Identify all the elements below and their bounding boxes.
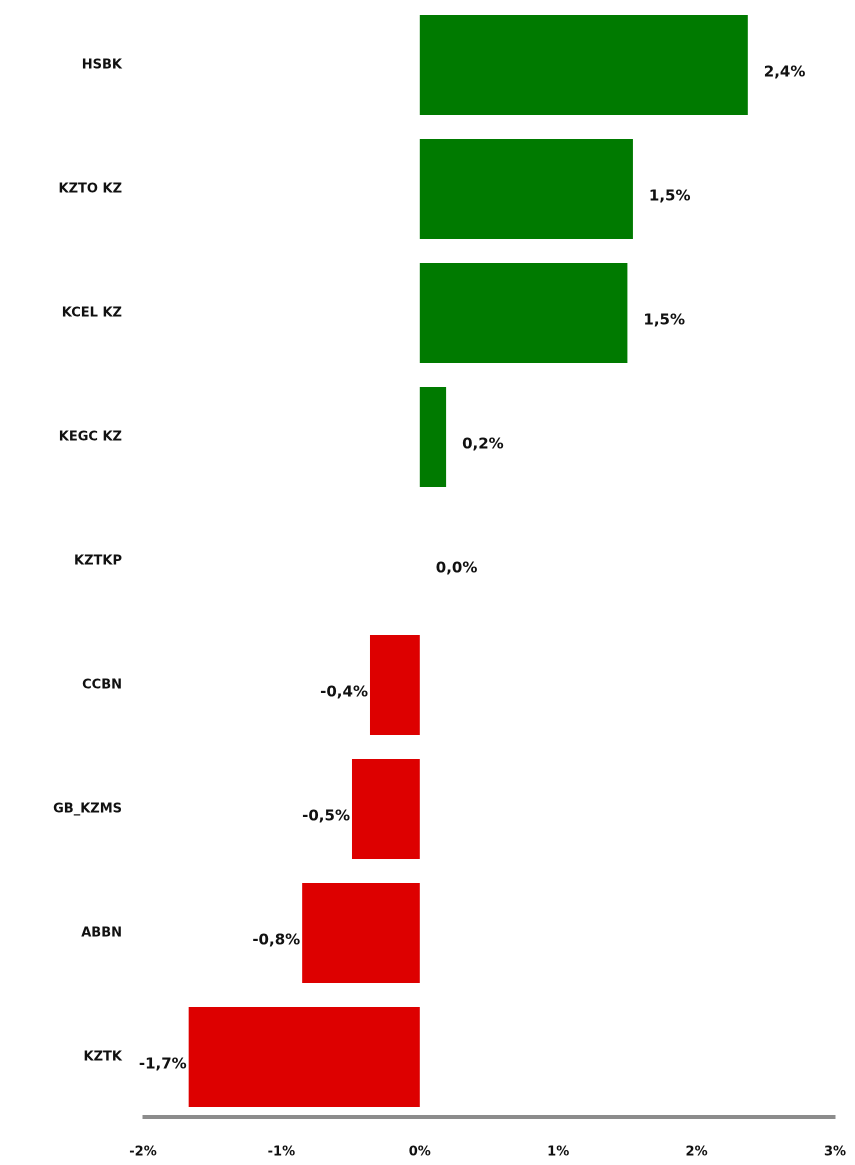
category-label: KZTO KZ — [59, 182, 122, 197]
x-tick-label: 1% — [547, 1145, 569, 1160]
x-tick-label: 3% — [824, 1145, 846, 1160]
bar — [419, 139, 633, 239]
value-label: 2,4% — [764, 63, 806, 81]
bar — [419, 15, 748, 115]
value-label: -0,8% — [252, 931, 300, 949]
value-label: -0,4% — [320, 683, 368, 701]
category-label: KZTKP — [74, 554, 122, 569]
bar — [188, 1007, 420, 1107]
x-tick-label: -2% — [129, 1145, 156, 1160]
category-label: KCEL KZ — [62, 306, 122, 321]
bar — [302, 883, 420, 983]
x-tick-label: 2% — [686, 1145, 708, 1160]
category-label: KEGC KZ — [59, 430, 122, 445]
category-label: KZTK — [84, 1050, 123, 1065]
category-label: GB_KZMS — [53, 802, 122, 817]
category-label: HSBK — [82, 58, 123, 73]
category-label: ABBN — [81, 926, 122, 941]
bar — [351, 759, 420, 859]
bar — [419, 387, 447, 487]
value-label: 1,5% — [643, 311, 685, 329]
value-label: 0,0% — [436, 559, 478, 577]
category-label: CCBN — [82, 678, 122, 693]
value-label: 0,2% — [462, 435, 504, 453]
value-label: -1,7% — [139, 1055, 187, 1073]
x-tick-label: 0% — [409, 1145, 431, 1160]
bar — [419, 263, 628, 363]
value-label: -0,5% — [302, 807, 350, 825]
bar — [369, 635, 420, 735]
x-tick-label: -1% — [268, 1145, 295, 1160]
value-label: 1,5% — [649, 187, 691, 205]
